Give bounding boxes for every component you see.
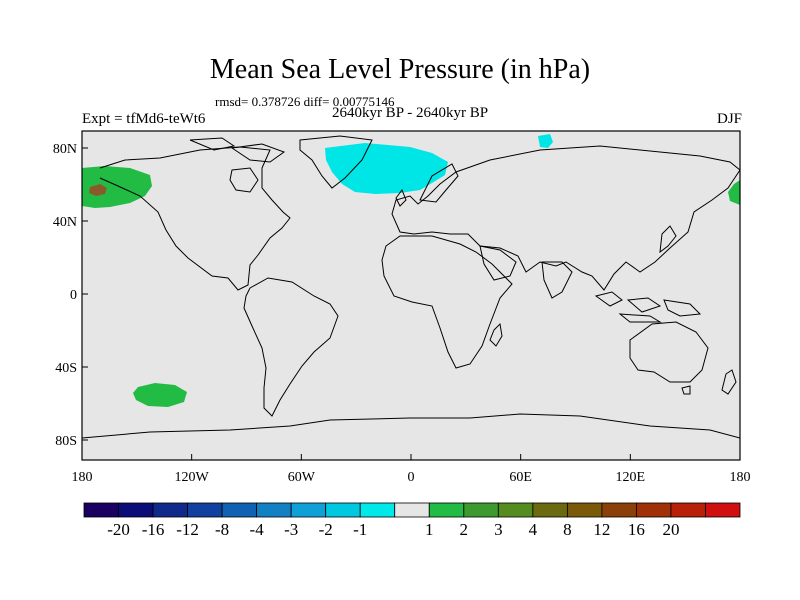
colorbar-swatch <box>118 502 154 518</box>
colorbar-label: -1 <box>353 520 367 539</box>
colorbar-label: 3 <box>494 520 503 539</box>
colorbar-swatch <box>256 502 292 518</box>
lon-tick-label: 60E <box>509 470 532 485</box>
positive-anomaly-region-south-pacific <box>133 383 187 407</box>
latitude-ticks: 80N 40N 0 40S 80S <box>53 142 88 449</box>
colorbar-swatch <box>566 502 603 518</box>
colorbar-swatch <box>394 502 430 518</box>
stats-line: rmsd= 0.378726 diff= 0.00775146 <box>215 94 395 109</box>
strong-anomaly-region-north-pacific <box>89 184 107 196</box>
colorbar-label: 12 <box>593 520 610 539</box>
lon-tick-label: 180 <box>72 470 93 485</box>
colorbar-swatch <box>428 502 465 518</box>
colorbar-label: -12 <box>176 520 199 539</box>
positive-anomaly-region-north-pacific <box>82 166 152 208</box>
experiment-label: Expt = tfMd6-teWt6 <box>82 111 206 127</box>
colorbar-label: 16 <box>628 520 645 539</box>
longitude-ticks: 180 120W 60W 0 60E 120E 180 <box>72 454 751 485</box>
colorbar-label: 20 <box>662 520 679 539</box>
lat-tick-label: 40S <box>55 361 77 376</box>
negative-anomaly-region-north-atlantic <box>325 143 448 194</box>
period-label: 2640kyr BP - 2640kyr BP <box>331 105 489 121</box>
positive-anomaly-region-kamchatka <box>728 180 740 205</box>
lon-tick-label: 60W <box>288 470 316 485</box>
colorbar-label: -20 <box>107 520 130 539</box>
colorbar-swatch <box>497 502 534 518</box>
colorbar-swatch <box>290 502 327 518</box>
colorbar-swatch <box>532 502 568 518</box>
coastlines <box>82 135 740 439</box>
colorbar-label: -3 <box>284 520 298 539</box>
colorbar-label: -16 <box>142 520 165 539</box>
colorbar-labels: -20 -16 -12 -8 -4 -3 -2 -1 1 2 3 4 8 12 16 20 <box>107 520 679 539</box>
negative-anomaly-region-arctic <box>538 134 553 148</box>
colorbar-swatch <box>636 502 672 518</box>
colorbar-swatch <box>83 502 119 518</box>
lon-tick-label: 180 <box>730 470 751 485</box>
colorbar-swatch <box>601 502 637 518</box>
lon-tick-label: 120E <box>616 470 646 485</box>
colorbar-label: 2 <box>460 520 469 539</box>
colorbar-label: 1 <box>425 520 434 539</box>
plot-title: Mean Sea Level Pressure (in hPa) <box>209 54 591 85</box>
lat-tick-label: 80S <box>55 434 77 449</box>
colorbar-label: -8 <box>215 520 229 539</box>
colorbar-swatch <box>325 502 361 518</box>
colorbar-swatch <box>152 502 188 518</box>
lon-tick-label: 0 <box>408 470 415 485</box>
colorbar-label: -4 <box>250 520 265 539</box>
lat-tick-label: 40N <box>53 215 77 230</box>
colorbar-swatch <box>463 502 499 518</box>
lat-tick-label: 0 <box>70 288 77 303</box>
lat-tick-label: 80N <box>53 142 77 157</box>
colorbar-label: 4 <box>529 520 538 539</box>
colorbar-label: -2 <box>319 520 333 539</box>
colorbar-swatch <box>221 502 258 518</box>
colorbar-swatch <box>359 502 396 518</box>
colorbar-label: 8 <box>563 520 572 539</box>
colorbar <box>83 502 741 518</box>
lon-tick-label: 120W <box>175 470 210 485</box>
colorbar-swatch <box>705 502 741 518</box>
colorbar-swatch <box>670 502 706 518</box>
colorbar-swatch <box>187 502 223 518</box>
season-label: DJF <box>716 111 742 127</box>
